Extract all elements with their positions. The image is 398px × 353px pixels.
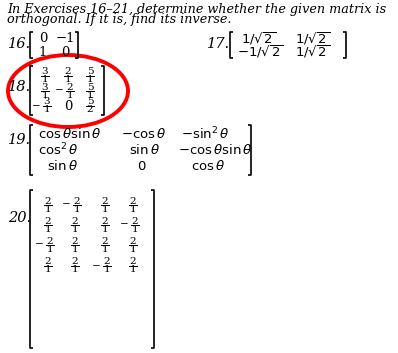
Text: 17.: 17. — [207, 37, 230, 51]
Text: 16.: 16. — [8, 37, 31, 51]
Text: −: − — [120, 221, 129, 229]
Text: 1: 1 — [45, 204, 51, 214]
Text: 1: 1 — [74, 204, 80, 214]
Text: 1: 1 — [72, 265, 78, 275]
Text: 2: 2 — [65, 67, 71, 77]
Text: $\sin\theta$: $\sin\theta$ — [129, 143, 160, 157]
Text: 2: 2 — [130, 237, 136, 245]
Text: In Exercises 16–21, determine whether the given matrix is: In Exercises 16–21, determine whether th… — [7, 2, 386, 16]
Text: −: − — [62, 201, 70, 209]
Text: 19.: 19. — [8, 133, 31, 147]
Text: 1: 1 — [101, 245, 108, 253]
Text: 1: 1 — [67, 90, 73, 100]
Text: 1: 1 — [72, 245, 78, 253]
Text: $-\cos\theta$: $-\cos\theta$ — [121, 127, 166, 141]
Text: 3: 3 — [42, 67, 48, 77]
Text: 2: 2 — [47, 237, 53, 245]
Text: 1: 1 — [72, 225, 78, 233]
Text: 1: 1 — [132, 225, 139, 233]
Text: 1: 1 — [104, 265, 110, 275]
Text: $1/\sqrt{2}$: $1/\sqrt{2}$ — [241, 31, 276, 47]
Text: 1: 1 — [42, 90, 48, 100]
Text: −1: −1 — [55, 32, 75, 46]
Text: 2: 2 — [67, 83, 73, 91]
Text: 1: 1 — [65, 76, 71, 84]
Text: 1: 1 — [130, 245, 136, 253]
Text: $-1/\sqrt{2}$: $-1/\sqrt{2}$ — [237, 44, 283, 60]
Text: 1: 1 — [47, 245, 53, 253]
Text: 1: 1 — [44, 106, 50, 114]
Text: 2: 2 — [87, 106, 93, 114]
Text: −: − — [35, 240, 43, 250]
Text: 2: 2 — [45, 216, 51, 226]
Text: 2: 2 — [101, 197, 108, 205]
Text: $-\sin^2\theta$: $-\sin^2\theta$ — [181, 126, 230, 142]
Text: 0: 0 — [61, 46, 69, 59]
Text: 0: 0 — [64, 100, 72, 113]
Text: orthogonal. If it is, find its inverse.: orthogonal. If it is, find its inverse. — [7, 13, 231, 26]
Text: 1: 1 — [42, 76, 48, 84]
Text: $1/\sqrt{2}$: $1/\sqrt{2}$ — [295, 31, 330, 47]
Text: $\cos^2\theta$: $\cos^2\theta$ — [38, 142, 79, 158]
Text: 1: 1 — [130, 265, 136, 275]
Text: 1: 1 — [130, 204, 136, 214]
Text: $\cos\theta\sin\theta$: $\cos\theta\sin\theta$ — [38, 127, 101, 141]
Text: 2: 2 — [130, 197, 136, 205]
Text: 5: 5 — [87, 67, 93, 77]
Text: 2: 2 — [45, 257, 51, 267]
Text: 2: 2 — [132, 216, 139, 226]
Text: −: − — [92, 262, 100, 270]
Text: 2: 2 — [72, 216, 78, 226]
Text: 20.: 20. — [8, 211, 31, 225]
Text: 1: 1 — [45, 265, 51, 275]
Text: 1: 1 — [87, 90, 93, 100]
Text: 2: 2 — [101, 237, 108, 245]
Text: 2: 2 — [130, 257, 136, 267]
Text: 5: 5 — [87, 97, 93, 107]
Text: 1: 1 — [101, 225, 108, 233]
Text: 3: 3 — [42, 83, 48, 91]
Text: 1: 1 — [39, 46, 47, 59]
Text: $0$: $0$ — [137, 160, 146, 173]
Text: 2: 2 — [45, 197, 51, 205]
Text: $-\cos\theta\sin\theta$: $-\cos\theta\sin\theta$ — [178, 143, 253, 157]
Text: 3: 3 — [44, 97, 50, 107]
Text: 0: 0 — [39, 32, 47, 46]
Text: 2: 2 — [72, 257, 78, 267]
Text: $1/\sqrt{2}$: $1/\sqrt{2}$ — [295, 44, 330, 60]
Text: 2: 2 — [74, 197, 80, 205]
Text: $\cos\theta$: $\cos\theta$ — [191, 159, 225, 173]
Text: $\sin\theta$: $\sin\theta$ — [47, 159, 78, 173]
Text: 18.: 18. — [8, 80, 31, 94]
Text: 1: 1 — [101, 204, 108, 214]
Text: 2: 2 — [72, 237, 78, 245]
Text: 2: 2 — [101, 216, 108, 226]
Text: 1: 1 — [45, 225, 51, 233]
Text: 2: 2 — [104, 257, 110, 267]
Text: 1: 1 — [87, 76, 93, 84]
Text: −: − — [55, 86, 63, 96]
Text: 5: 5 — [87, 83, 93, 91]
Text: −: − — [31, 102, 40, 110]
